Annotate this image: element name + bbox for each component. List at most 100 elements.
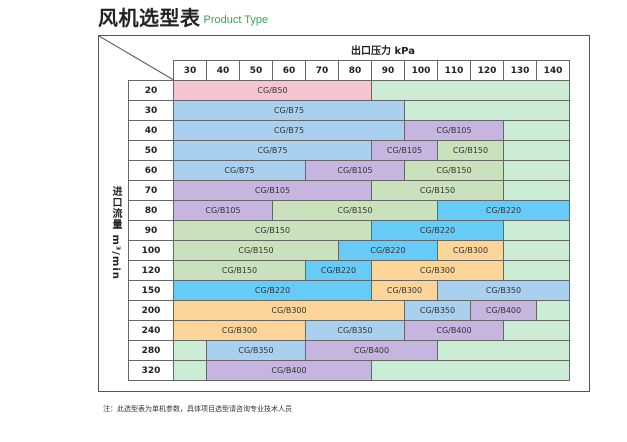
flow-cell: 200: [128, 300, 174, 321]
model-cell: CG/B75: [173, 120, 405, 141]
flow-row: 30 CG/B75: [128, 100, 570, 121]
flow-cell: 150: [128, 280, 174, 301]
pressure-cell: 30: [173, 60, 207, 81]
empty-cell: [173, 360, 207, 381]
flow-cell: 320: [128, 360, 174, 381]
model-cell: CG/B150: [272, 200, 438, 221]
model-cell: CG/B105: [173, 200, 273, 221]
flow-cell: 120: [128, 260, 174, 281]
flow-row: 40 CG/B75 CG/B105: [128, 120, 570, 141]
pressure-cell: 140: [536, 60, 570, 81]
model-cell: CG/B75: [173, 160, 306, 181]
pressure-cell: 50: [239, 60, 273, 81]
model-cell: CG/B350: [305, 320, 405, 341]
title-english: Product Type: [203, 14, 269, 26]
flow-row: 50 CG/B75 CG/B105 CG/B150: [128, 140, 570, 161]
model-cell: CG/B105: [404, 120, 504, 141]
model-cell: CG/B75: [173, 140, 372, 161]
model-cell: CG/B400: [305, 340, 438, 361]
model-cell: CG/B105: [173, 180, 372, 201]
pressure-header: 出口压力 kPa: [351, 46, 415, 57]
pressure-cell: 130: [503, 60, 537, 81]
pressure-cell: 60: [272, 60, 306, 81]
flow-cell: 70: [128, 180, 174, 201]
model-cell: CG/B350: [437, 280, 570, 301]
model-cell: CG/B150: [173, 240, 339, 261]
empty-cell: [536, 300, 570, 321]
flow-cell: 90: [128, 220, 174, 241]
flow-row: 200 CG/B300 CG/B350 CG/B400: [128, 300, 570, 321]
selection-table-frame: 出口压力 kPa 进口流量 m³/min 30 40 50 60 70 80 90 100 11…: [98, 35, 590, 392]
flow-row: 120 CG/B150 CG/B220 CG/B300: [128, 260, 570, 281]
model-cell: CG/B220: [371, 220, 504, 241]
pressure-cell: 100: [404, 60, 438, 81]
flow-row: 280 CG/B350 CG/B400: [128, 340, 570, 361]
pressure-cell: 70: [305, 60, 339, 81]
model-cell: CG/B220: [173, 280, 372, 301]
empty-cell: [503, 140, 570, 161]
model-cell: CG/B105: [371, 140, 438, 161]
pressure-cell: 80: [338, 60, 372, 81]
empty-cell: [173, 340, 207, 361]
model-cell: CG/B350: [404, 300, 471, 321]
header-blank-cell: [128, 60, 174, 81]
flow-row: 70 CG/B105 CG/B150: [128, 180, 570, 201]
empty-cell: [503, 260, 570, 281]
pressure-cell: 110: [437, 60, 471, 81]
pressure-cell: 90: [371, 60, 405, 81]
title-chinese: 风机选型表: [98, 6, 201, 30]
flow-row: 240 CG/B300 CG/B350 CG/B400: [128, 320, 570, 341]
model-cell: CG/B220: [437, 200, 570, 221]
flow-cell: 80: [128, 200, 174, 221]
flow-row: 90 CG/B150 CG/B220: [128, 220, 570, 241]
flow-cell: 60: [128, 160, 174, 181]
page-title: 风机选型表 Product Type: [98, 2, 269, 30]
model-cell: CG/B150: [173, 260, 306, 281]
empty-cell: [503, 220, 570, 241]
flow-cell: 240: [128, 320, 174, 341]
flow-header: 进口流量 m³/min: [110, 186, 121, 280]
model-cell: CG/B400: [470, 300, 537, 321]
model-cell: CG/B150: [404, 160, 504, 181]
pressure-cell: 40: [206, 60, 240, 81]
selection-grid: 30 40 50 60 70 80 90 100 110 120 130 140 20 CG/B50 30 C…: [128, 60, 570, 381]
pressure-row: 30 40 50 60 70 80 90 100 110 120 130 140: [128, 60, 570, 81]
model-cell: CG/B300: [437, 240, 504, 261]
model-cell: CG/B220: [305, 260, 372, 281]
flow-cell: 100: [128, 240, 174, 261]
model-cell: CG/B150: [371, 180, 504, 201]
empty-cell: [404, 100, 570, 121]
model-cell: CG/B300: [173, 300, 405, 321]
model-cell: CG/B220: [338, 240, 438, 261]
flow-row: 20 CG/B50: [128, 80, 570, 101]
flow-cell: 50: [128, 140, 174, 161]
model-cell: CG/B350: [206, 340, 306, 361]
flow-row: 320 CG/B400: [128, 360, 570, 381]
model-cell: CG/B105: [305, 160, 405, 181]
model-cell: CG/B150: [437, 140, 504, 161]
empty-cell: [503, 160, 570, 181]
model-cell: CG/B300: [371, 280, 438, 301]
flow-cell: 280: [128, 340, 174, 361]
empty-cell: [503, 240, 570, 261]
model-cell: CG/B75: [173, 100, 405, 121]
flow-cell: 20: [128, 80, 174, 101]
model-cell: CG/B300: [371, 260, 504, 281]
empty-cell: [503, 320, 570, 341]
model-cell: CG/B400: [206, 360, 372, 381]
empty-cell: [437, 340, 570, 361]
flow-row: 60 CG/B75 CG/B105 CG/B150: [128, 160, 570, 181]
model-cell: CG/B400: [404, 320, 504, 341]
model-cell: CG/B300: [173, 320, 306, 341]
flow-row: 100 CG/B150 CG/B220 CG/B300: [128, 240, 570, 261]
flow-cell: 40: [128, 120, 174, 141]
flow-cell: 30: [128, 100, 174, 121]
flow-row: 150 CG/B220 CG/B300 CG/B350: [128, 280, 570, 301]
model-cell: CG/B50: [173, 80, 372, 101]
flow-row: 80 CG/B105 CG/B150 CG/B220: [128, 200, 570, 221]
empty-cell: [371, 80, 570, 101]
empty-cell: [371, 360, 570, 381]
pressure-cell: 120: [470, 60, 504, 81]
footnote: 注：此选型表为单机参数，具体项目选型请咨询专业技术人员: [103, 405, 292, 413]
empty-cell: [503, 180, 570, 201]
